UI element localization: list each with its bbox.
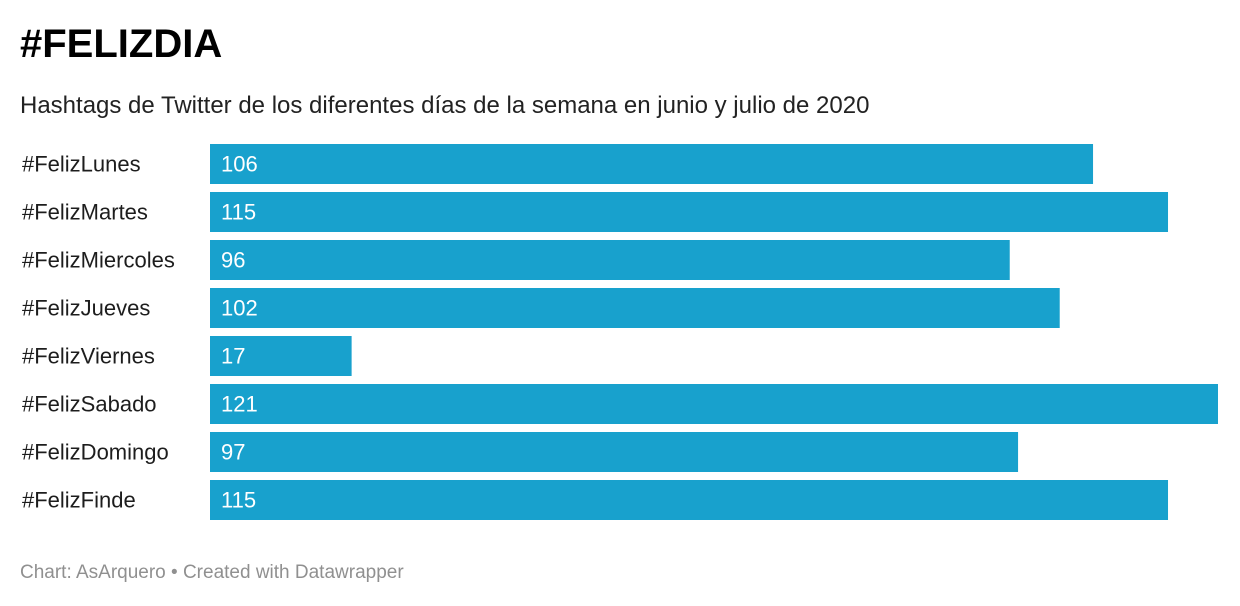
bar-value-label: 102 [221,296,258,321]
bar-value-label: 115 [221,488,256,513]
category-label: #FelizMiercoles [22,248,175,273]
chart-footer-credit: Chart: AsArquero • Created with Datawrap… [20,562,404,583]
category-label: #FelizSabado [22,392,157,417]
bar [210,384,1218,424]
category-label: #FelizMartes [22,200,148,225]
bar [210,288,1060,328]
bar [210,192,1169,232]
bar [210,240,1010,280]
bar-value-label: 97 [221,440,245,465]
bar-value-label: 115 [221,200,256,225]
bar-value-label: 106 [221,152,258,177]
category-label: #FelizFinde [22,488,136,513]
bar-rows: #FelizLunes 106 #FelizMartes 115 #FelizMierc… [22,144,1218,520]
bar [210,144,1094,184]
bar [210,432,1019,472]
bar-value-label: 121 [221,392,258,417]
category-label: #FelizDomingo [22,440,169,465]
category-label: #FelizLunes [22,152,141,177]
category-label: #FelizViernes [22,344,155,369]
bar-value-label: 17 [221,344,245,369]
chart-title: #FELIZDIA [20,22,223,66]
bar [210,336,352,376]
category-label: #FelizJueves [22,296,150,321]
bar [210,480,1169,520]
chart-subtitle: Hashtags de Twitter de los diferentes dí… [20,92,870,119]
bar-value-label: 96 [221,248,245,273]
